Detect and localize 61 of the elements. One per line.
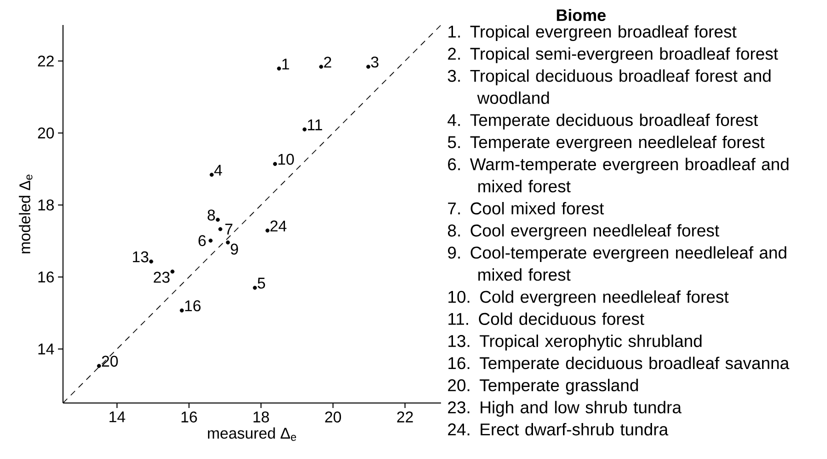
text: 5. Temperate evergreen needleleaf forest [448,136,765,152]
point [273,162,278,166]
point [302,127,307,132]
point [149,260,154,264]
annotation: 13 [132,251,148,262]
annotation: 16 [185,300,201,312]
text: 9. Cool-temperate evergreen needleleaf and mixed forest [448,246,786,281]
point [210,172,214,177]
text: 3. Tropical deciduous broadleaf forest and woodland [448,69,771,104]
text: 16. Temperate deciduous broadleaf savanna [448,356,790,373]
text: 8. Cool evergreen needleleaf forest [448,224,720,240]
point [277,66,282,71]
annotation: 1 [282,58,290,70]
point [180,308,184,312]
point [226,240,230,244]
text: 10. Cold evergreen needleleaf forest [448,290,729,306]
x-tick-label: 18 [254,412,269,422]
point [265,228,270,233]
annotation: 10 [278,154,294,165]
x-tick-label: 20 [325,412,342,422]
x-tick-label: 22 [397,412,413,422]
text: 13. Tropical xerophytic shrubland [448,334,702,350]
annotation: 9 [230,244,238,255]
annotation: 7 [225,224,232,234]
x-tick-label: 14 [110,412,126,422]
text: 2. Tropical semi-evergreen broadleaf forest [448,47,778,64]
y-tick-label: 18 [38,200,54,210]
legend-title: Biome [556,8,606,22]
point [208,238,213,243]
point [97,364,101,368]
text: 11. Cold deciduous forest [448,312,644,325]
annotation: 24 [270,220,286,232]
annotation: 6 [198,235,206,246]
y-tick-label: 16 [38,272,54,282]
annotation: 3 [371,56,378,68]
text: 7. Cool mixed forest [448,202,604,214]
annotation: 20 [102,356,118,367]
text: 23. High and low shrub tundra [448,400,682,417]
y-axis-title: modeled Δ$_{e}$ [18,174,32,254]
text: 4. Temperate deciduous broadleaf forest [448,114,758,130]
annotation: 11 [308,120,322,130]
point [319,64,324,69]
x-axis-title: measured Δ$_{e}$ [208,427,296,441]
y-tick-label: 22 [38,56,54,66]
annotation: 4 [214,164,222,176]
y-tick-label: 20 [38,128,54,138]
annotation: 8 [208,210,215,221]
point [216,218,220,222]
text: 20. Temperate grassland [448,378,638,395]
point [218,227,222,232]
text: 6. Warm-temperate evergreen broadleaf and mixed forest [448,158,788,192]
annotation: 2 [324,56,332,68]
text: 24. Erect dwarf-shrub tundra [448,423,668,436]
y-tick-label: 14 [38,344,54,354]
annotation: 23 [154,272,170,283]
point [170,270,174,274]
annotation: 5 [258,278,266,289]
point [252,286,257,290]
text: 1. Tropical evergreen broadleaf forest [448,25,736,42]
x-tick-label: 16 [182,412,197,422]
point [366,64,370,69]
